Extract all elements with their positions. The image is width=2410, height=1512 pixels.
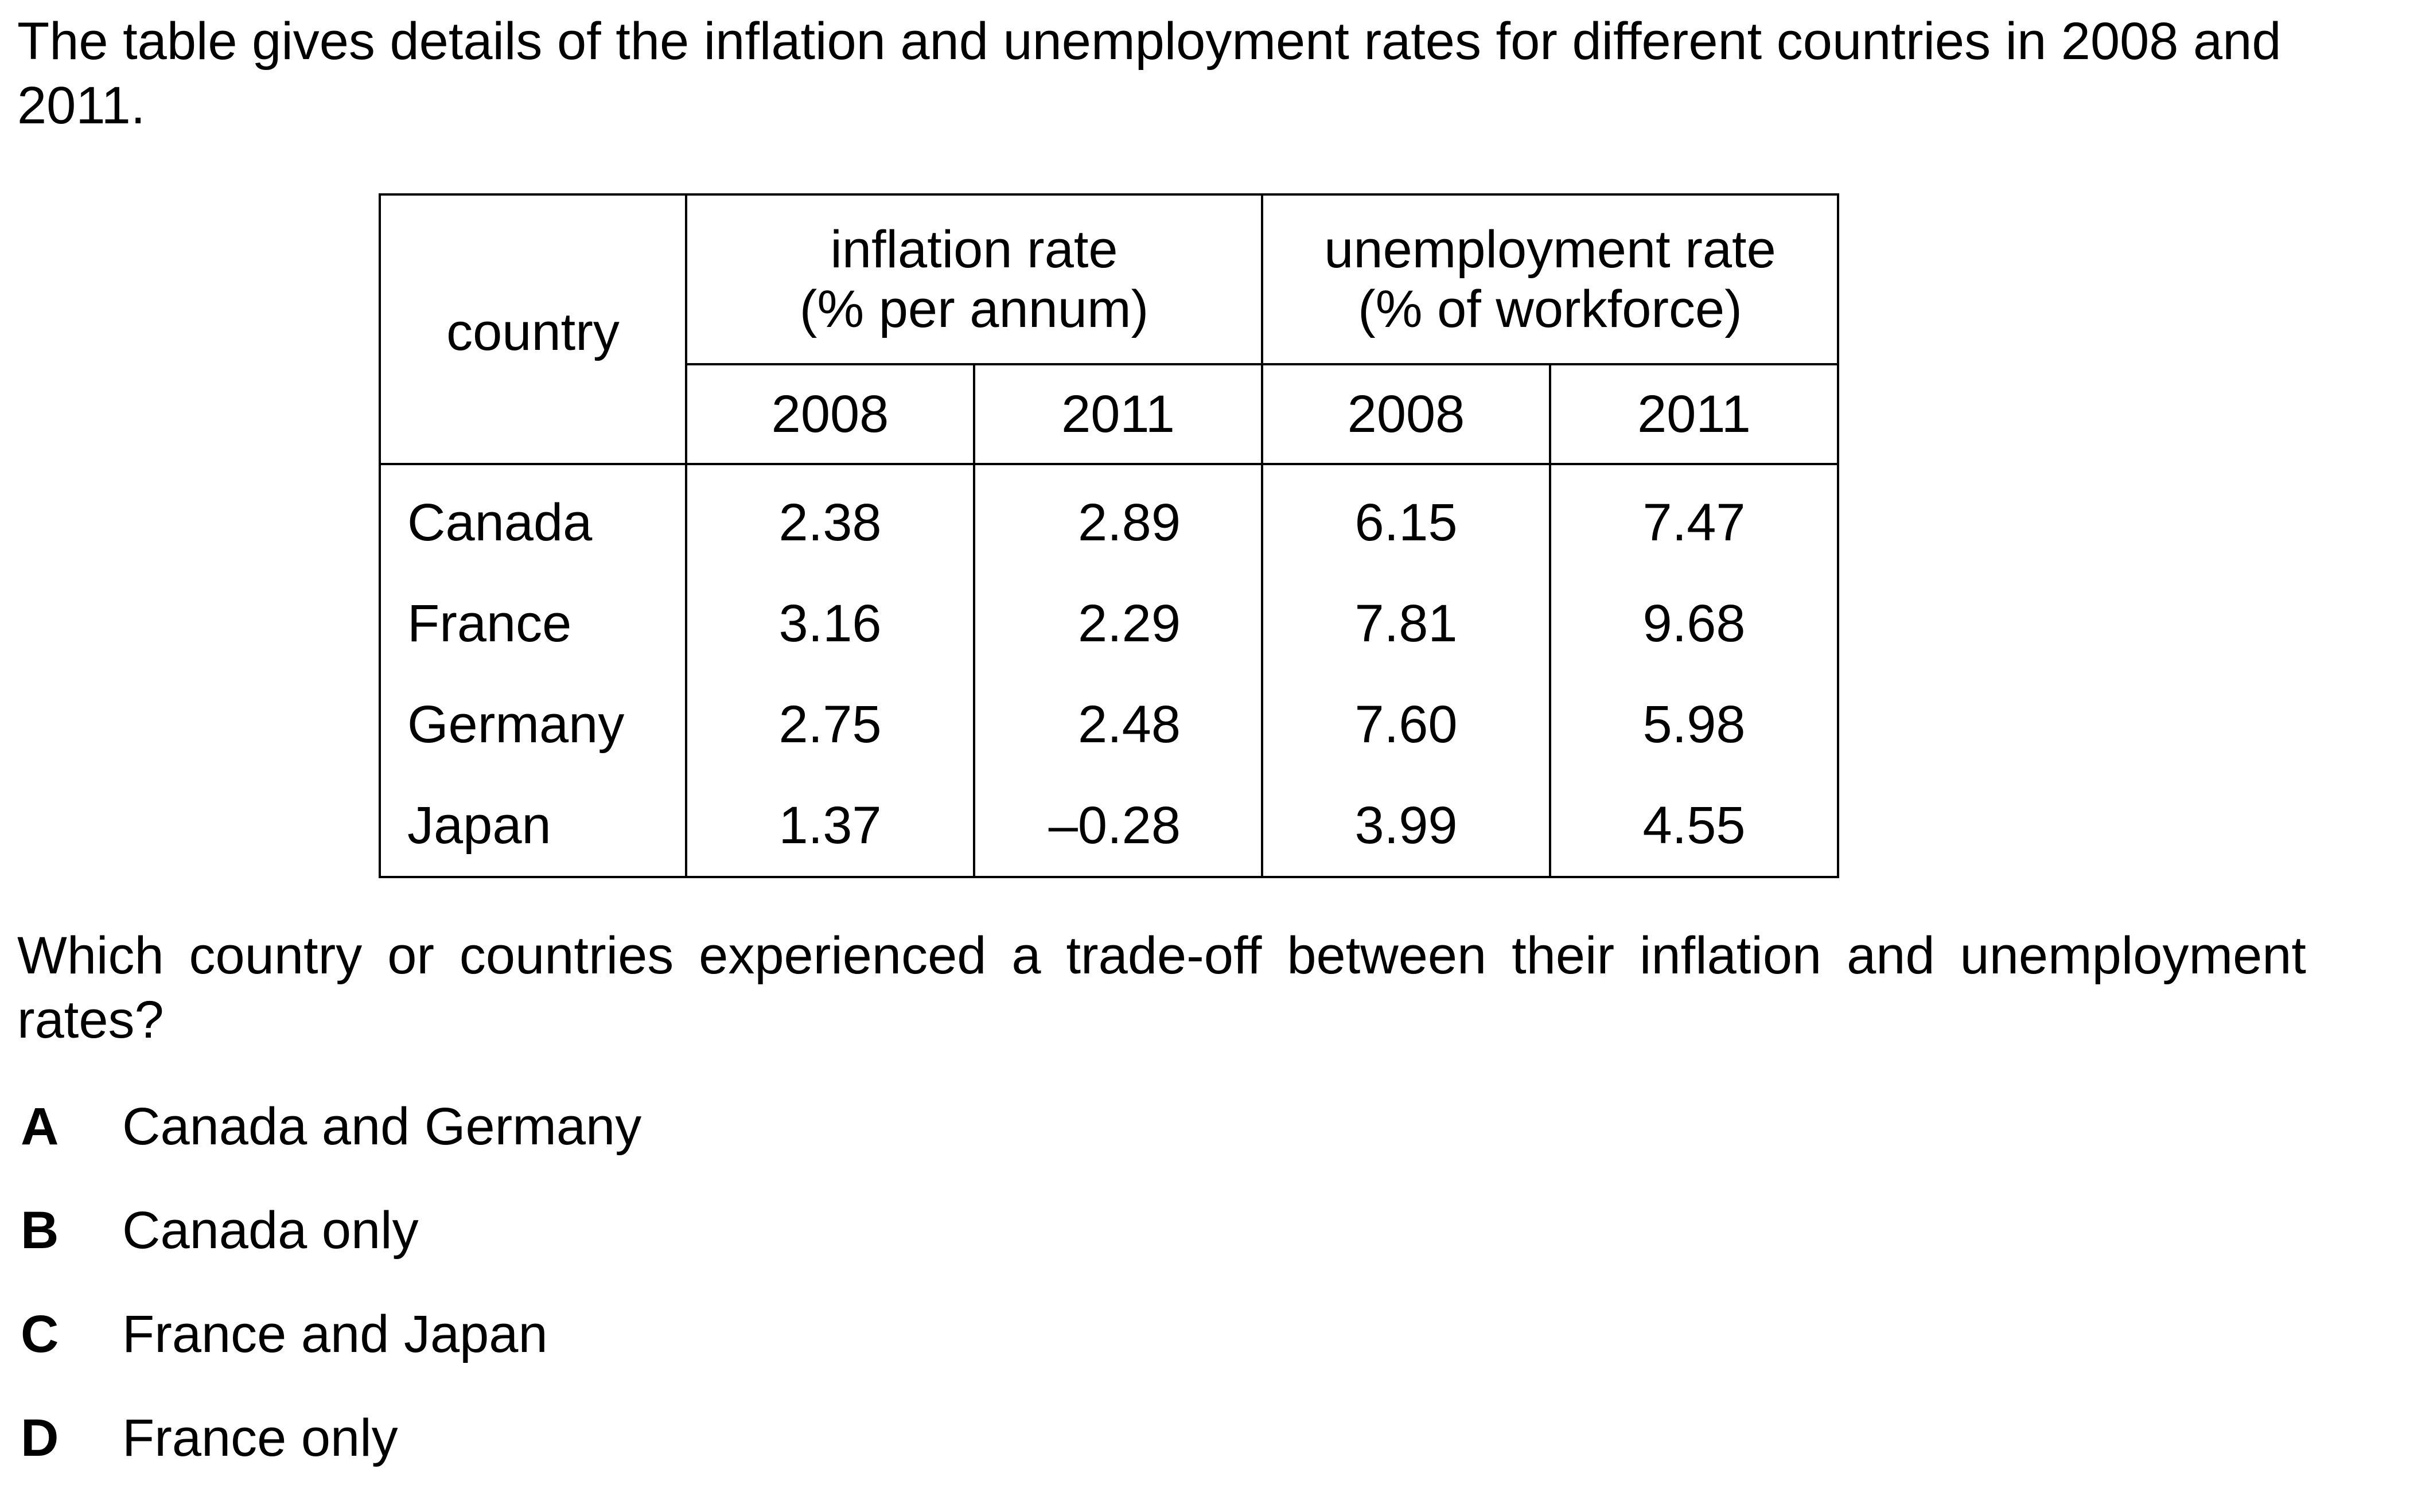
table-row: France 3.16 2.29 7.81 9.68 — [379, 573, 1839, 674]
year-header: 2008 — [1261, 363, 1551, 465]
inflation-2011-cell: 2.48 — [973, 674, 1263, 775]
inflation-2008-cell: 2.38 — [685, 464, 975, 573]
unemployment-2011-cell: 7.47 — [1549, 464, 1839, 573]
option-text: France only — [122, 1409, 398, 1467]
year-header: 2008 — [685, 363, 975, 465]
unemployment-2008-cell: 7.60 — [1261, 674, 1551, 775]
option-text: Canada and Germany — [122, 1097, 642, 1156]
table-row: Japan 1.37 –0.28 3.99 4.55 — [379, 775, 1839, 878]
unemployment-2011-cell: 4.55 — [1549, 775, 1839, 878]
inflation-2008-cell: 3.16 — [685, 573, 975, 674]
option-text: France and Japan — [122, 1305, 548, 1363]
inflation-header-line2: (% per annum) — [799, 280, 1149, 339]
table-header-row: country inflation rate (% per annum) une… — [379, 193, 1839, 465]
unemployment-2008-cell: 6.15 — [1261, 464, 1551, 573]
inflation-2008-cell: 1.37 — [685, 775, 975, 878]
inflation-2008-cell: 2.75 — [685, 674, 975, 775]
inflation-2011-cell: 2.29 — [973, 573, 1263, 674]
table-row: Germany 2.75 2.48 7.60 5.98 — [379, 674, 1839, 775]
inflation-2011-cell: 2.89 — [973, 464, 1263, 573]
inflation-column-header: inflation rate (% per annum) — [685, 193, 1263, 366]
option-text: Canada only — [122, 1201, 419, 1260]
inflation-header-line1: inflation rate — [830, 220, 1118, 279]
country-cell: France — [379, 573, 687, 674]
country-cell: Japan — [379, 775, 687, 878]
year-header: 2011 — [1549, 363, 1839, 465]
table-year-row: 2008 2011 2008 2011 — [380, 363, 1839, 465]
country-cell: Germany — [379, 674, 687, 775]
unemployment-column-header: unemployment rate (% of workforce) — [1261, 193, 1839, 366]
table-row: Canada 2.38 2.89 6.15 7.47 — [379, 464, 1839, 573]
option-letter: C — [21, 1305, 59, 1363]
country-cell: Canada — [379, 464, 687, 573]
data-table: country inflation rate (% per annum) une… — [379, 193, 1839, 878]
unemployment-2008-cell: 7.81 — [1261, 573, 1551, 674]
unemployment-2011-cell: 5.98 — [1549, 674, 1839, 775]
option-letter: B — [21, 1201, 59, 1260]
inflation-2011-cell: –0.28 — [973, 775, 1263, 878]
intro-text: The table gives details of the inflation… — [17, 12, 2281, 135]
unemployment-header-line1: unemployment rate — [1324, 220, 1776, 279]
option-letter: A — [21, 1097, 59, 1156]
question-text: Which country or countries experienced a… — [17, 926, 2306, 1049]
unemployment-2008-cell: 3.99 — [1261, 775, 1551, 878]
unemployment-header-line2: (% of workforce) — [1358, 280, 1742, 339]
option-letter: D — [21, 1409, 59, 1467]
unemployment-2011-cell: 9.68 — [1549, 573, 1839, 674]
year-header: 2011 — [973, 363, 1263, 465]
country-column-header: country — [379, 193, 687, 465]
